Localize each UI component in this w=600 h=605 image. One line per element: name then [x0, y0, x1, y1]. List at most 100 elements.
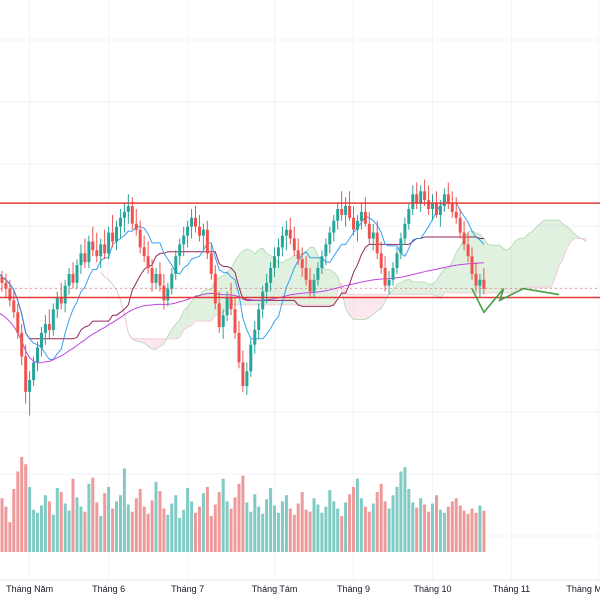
cloud-segment: [452, 252, 457, 294]
candle-body: [225, 297, 229, 316]
candle-body: [59, 297, 63, 304]
volume-bar: [142, 506, 146, 552]
cloud-segment: [282, 259, 287, 305]
cloud-segment: [290, 255, 295, 305]
candle-body: [261, 291, 265, 310]
candle-body: [47, 324, 51, 330]
tenkan-sen-line: [0, 202, 485, 360]
candle-body: [83, 253, 87, 263]
candle-body: [186, 226, 190, 236]
candle-body: [67, 273, 71, 286]
candle-body: [320, 256, 324, 268]
candle-body: [36, 347, 39, 363]
volume-bar: [79, 506, 83, 552]
volume-bar: [273, 505, 276, 552]
candle-body: [435, 203, 438, 215]
volume-bar: [261, 513, 265, 552]
cloud-segment: [187, 301, 192, 327]
candle-body: [190, 217, 194, 227]
volume-bar: [276, 512, 280, 552]
volume-bar: [67, 510, 71, 552]
candle-body: [265, 282, 269, 292]
candle-body: [241, 362, 245, 386]
cloud-segment: [341, 282, 346, 309]
candle-body: [12, 300, 16, 313]
candle-body: [415, 194, 419, 204]
volume-bar: [241, 475, 245, 552]
candle-body: [138, 229, 142, 248]
volume-bar: [115, 501, 118, 552]
volume-bar: [221, 478, 225, 552]
volume-bar: [379, 483, 383, 552]
candle-body: [209, 253, 213, 274]
volume-bar: [209, 515, 213, 552]
volume-bar: [198, 506, 201, 552]
cloud-segment: [495, 245, 500, 294]
volume-bar: [300, 492, 304, 552]
candle-body: [438, 206, 442, 215]
cloud-segment: [444, 268, 449, 294]
candle-body: [284, 229, 288, 236]
volume-bar: [399, 471, 403, 552]
cloud-segment: [420, 282, 425, 295]
projection-arrow: [471, 287, 560, 314]
candle-body: [395, 253, 399, 269]
candle-body: [328, 232, 332, 245]
candle-body: [8, 288, 12, 301]
candle-body: [170, 273, 174, 289]
cloud-segment: [191, 295, 196, 326]
volume-bar: [316, 504, 320, 552]
cloud-segment: [483, 238, 488, 294]
volume-bar: [194, 512, 197, 552]
cloud-segment: [436, 274, 441, 299]
x-tick-label: Tháng 6: [92, 584, 125, 594]
candle-body: [280, 235, 284, 248]
range-box: [0, 202, 600, 299]
candle-body: [367, 223, 371, 239]
candle-body: [194, 217, 197, 227]
price-candles: [0, 179, 486, 416]
cloud-segment: [349, 294, 354, 320]
candle-body: [375, 232, 379, 254]
volume-bar: [174, 495, 178, 552]
candle-body: [198, 226, 201, 236]
volume-bar: [352, 486, 355, 552]
candle-body: [269, 268, 273, 283]
cloud-segment: [412, 282, 417, 295]
volume-bar: [217, 492, 221, 552]
candle-body: [423, 191, 427, 201]
candle-body: [178, 244, 182, 257]
candle-body: [229, 297, 233, 310]
candle-body: [119, 217, 122, 227]
volume-bar: [478, 505, 482, 552]
candle-body: [304, 268, 308, 280]
cloud-segment: [357, 294, 362, 320]
volume-bar: [296, 503, 300, 552]
candle-body: [233, 309, 237, 333]
volume-bar: [348, 494, 352, 552]
candle-body: [237, 332, 241, 363]
volume-bar: [419, 498, 423, 552]
candle-body: [466, 244, 470, 257]
volume-bar: [182, 509, 186, 552]
volume-bar: [466, 513, 470, 552]
volume-bar: [324, 506, 328, 552]
volume-bar: [201, 493, 205, 552]
volume-bar: [482, 510, 486, 552]
ichimoku-cloud: [100, 219, 587, 350]
candle-body: [442, 194, 446, 207]
candle-body: [115, 226, 118, 242]
cloud-segment: [321, 266, 326, 305]
candle-body: [340, 209, 344, 215]
candle-body: [407, 209, 411, 224]
candle-body: [482, 279, 486, 289]
candle-body: [324, 244, 328, 257]
volume-bar: [83, 511, 87, 552]
volume-bar: [245, 502, 249, 552]
volume-bar: [387, 508, 391, 552]
cloud-segment: [369, 294, 374, 318]
senkou-span-a-line: [100, 219, 587, 350]
candle-body: [43, 324, 47, 333]
volume-bar: [427, 511, 431, 552]
